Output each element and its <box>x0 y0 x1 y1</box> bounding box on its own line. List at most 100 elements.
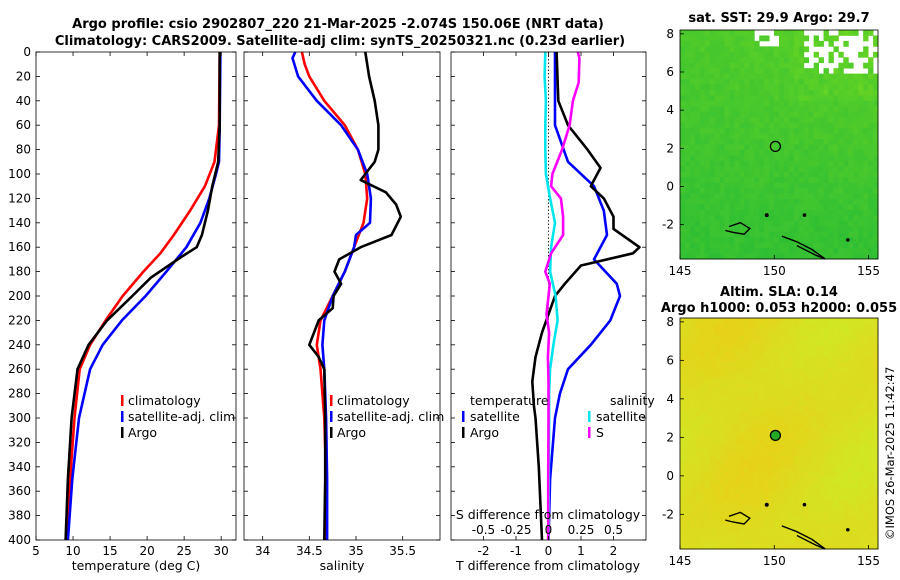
map-cell <box>838 367 844 374</box>
map-cell <box>694 532 701 539</box>
map-cell <box>823 117 829 124</box>
map-cell <box>739 439 745 445</box>
y-tick-label: 140 <box>8 216 31 230</box>
map-cell <box>759 188 765 194</box>
map-cell <box>704 35 711 42</box>
legend-title-temperature: temperature <box>470 393 549 408</box>
map-cell <box>759 384 765 390</box>
map-cell <box>729 84 735 91</box>
map-cell <box>843 510 849 517</box>
map-cell <box>749 367 755 374</box>
map-cell <box>848 199 854 205</box>
map-cell <box>798 199 805 205</box>
map-cell <box>818 204 824 211</box>
map-cell <box>783 253 790 260</box>
map-cell <box>729 242 735 249</box>
y-tick-label: 220 <box>8 313 31 327</box>
map-cell <box>774 538 780 544</box>
map-cell <box>774 499 780 506</box>
map-cell <box>764 367 770 374</box>
map-cell <box>868 166 874 173</box>
map-cell <box>803 428 810 434</box>
map-cell <box>828 128 834 134</box>
map-cell <box>788 510 795 517</box>
map-cell <box>828 543 834 550</box>
map-cell <box>843 133 849 140</box>
map-cell <box>803 226 810 233</box>
map-cell <box>729 329 735 335</box>
map-cell <box>694 439 701 445</box>
map-cell <box>709 483 716 489</box>
map-cell <box>823 384 829 390</box>
map-cell <box>709 226 716 233</box>
map-cell <box>724 133 730 140</box>
map-cell <box>709 199 716 205</box>
map-cell <box>769 444 775 451</box>
map-cell <box>793 226 800 233</box>
map-cell <box>833 204 839 211</box>
map-cell <box>739 472 745 478</box>
map-cell <box>843 111 849 118</box>
map-cell <box>704 488 711 495</box>
map-cell <box>853 111 859 118</box>
map-cell <box>863 111 869 118</box>
map-cell <box>729 111 735 118</box>
map-cell <box>813 400 819 407</box>
s-tick-label: -0.5 <box>472 523 495 537</box>
map-cell <box>858 139 864 145</box>
map-cell <box>714 428 720 434</box>
coast-segment <box>781 235 826 260</box>
map-cell <box>739 111 745 118</box>
map-cell <box>709 160 716 167</box>
map-cell <box>699 444 706 451</box>
map-cell <box>769 505 775 511</box>
map-cell <box>729 455 735 462</box>
map-cell <box>680 68 686 75</box>
map-cell <box>863 46 869 53</box>
map-cell <box>868 494 874 500</box>
map-cell <box>684 323 691 330</box>
map-cell <box>833 378 839 385</box>
map-cell <box>680 356 686 363</box>
map-cell <box>803 422 810 429</box>
map-cell <box>759 499 765 506</box>
map-cell <box>838 428 844 434</box>
map-cell <box>704 494 711 500</box>
map-cell <box>684 100 691 107</box>
map-cell <box>744 494 750 500</box>
map-cell <box>719 389 725 396</box>
map-cell <box>848 79 854 85</box>
map-cell <box>848 160 854 167</box>
map-cell <box>873 516 879 522</box>
map-cell <box>709 439 716 445</box>
map-cell <box>694 182 701 189</box>
map-cell <box>823 171 829 178</box>
map-cell <box>709 30 716 36</box>
map-cell <box>689 543 696 550</box>
map-cell <box>798 149 805 156</box>
map-cell <box>779 450 785 456</box>
map-cell <box>813 35 819 42</box>
map-cell <box>803 466 810 473</box>
temperature-legend: climatology satellite-adj. clim Argo <box>121 393 235 440</box>
map-cell <box>788 433 795 440</box>
map-cell <box>833 400 839 407</box>
map-cell <box>853 527 859 533</box>
map-cell <box>853 472 859 478</box>
map-cell <box>684 422 691 429</box>
map-cell <box>734 488 740 495</box>
map-cell <box>843 532 849 539</box>
map-cell <box>749 139 755 145</box>
map-cell <box>873 73 879 80</box>
map-cell <box>729 79 735 85</box>
map-cell <box>828 193 834 200</box>
map-cell <box>858 345 864 352</box>
map-cell <box>813 477 819 484</box>
map-cell <box>729 488 735 495</box>
title-line-2: Climatology: CARS2009. Satellite-adj cli… <box>55 34 625 49</box>
map-cell <box>863 89 869 96</box>
map-cell <box>764 188 770 194</box>
map-cell <box>689 40 696 47</box>
map-cell <box>724 237 730 244</box>
map-cell <box>873 231 879 238</box>
